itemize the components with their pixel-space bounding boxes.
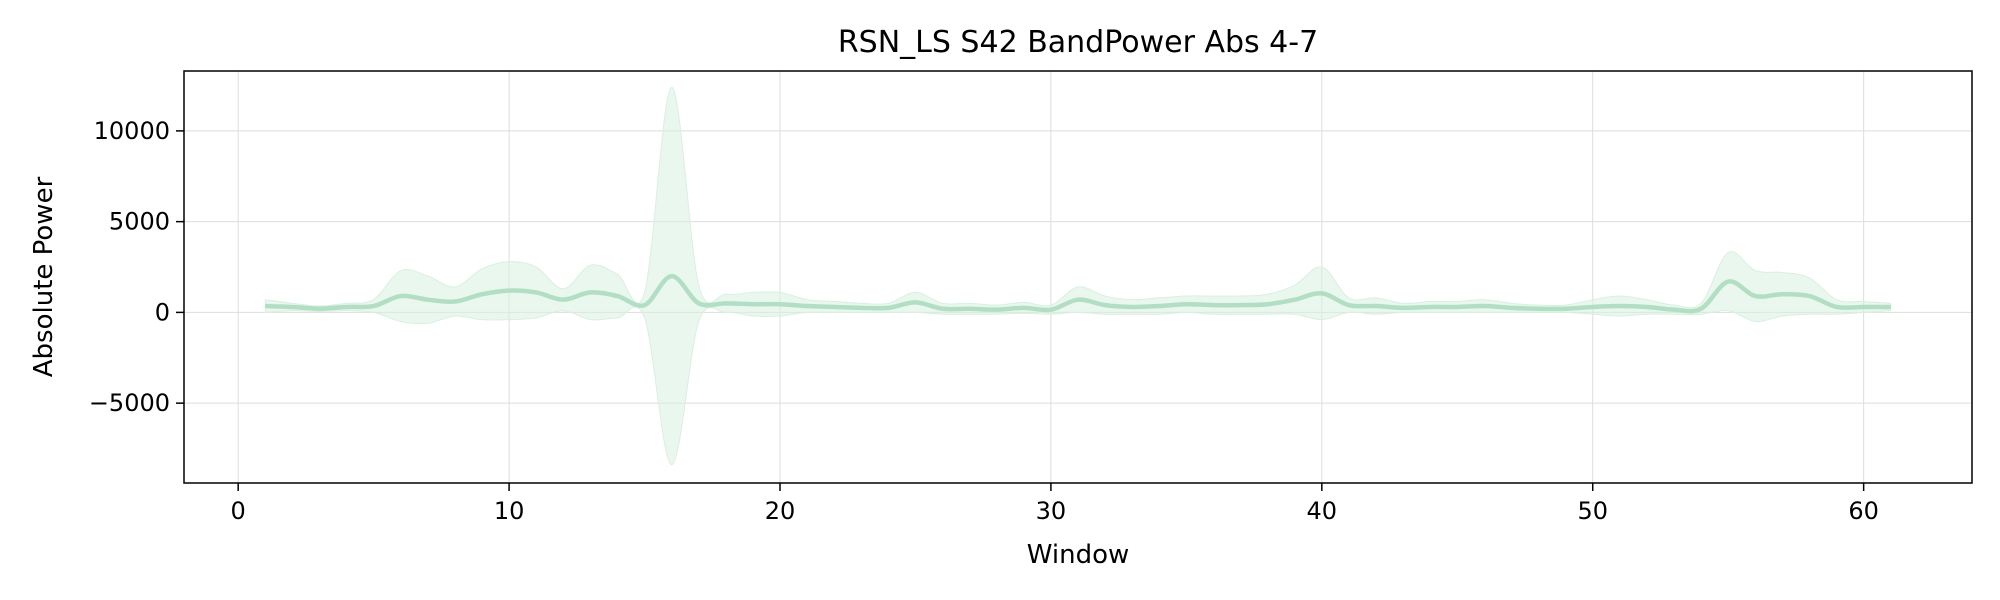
x-tick-label: 20 [765,497,796,525]
x-tick-label: 50 [1577,497,1608,525]
y-axis-ticks: −5000 0 5000 10000 [89,117,184,417]
confidence-band [264,86,1892,466]
chart-title: RSN_LS S42 BandPower Abs 4-7 [838,25,1318,60]
x-tick-label: 10 [494,497,525,525]
series-line [265,273,1891,314]
y-tick-label: 10000 [94,117,170,145]
x-tick-label: 60 [1848,497,1879,525]
y-axis-label: Absolute Power [29,176,59,377]
y-tick-label: 0 [155,298,170,326]
x-tick-label: 30 [1036,497,1067,525]
x-tick-label: 0 [231,497,246,525]
y-tick-label: −5000 [89,389,170,417]
x-tick-label: 40 [1307,497,1338,525]
x-axis-ticks: 0 10 20 30 40 50 60 [231,483,1879,525]
y-tick-label: 5000 [109,208,170,236]
x-axis-label: Window [1027,540,1130,570]
grid-lines [184,71,1972,483]
plot-frame [183,70,1973,484]
series-band [264,86,1892,466]
